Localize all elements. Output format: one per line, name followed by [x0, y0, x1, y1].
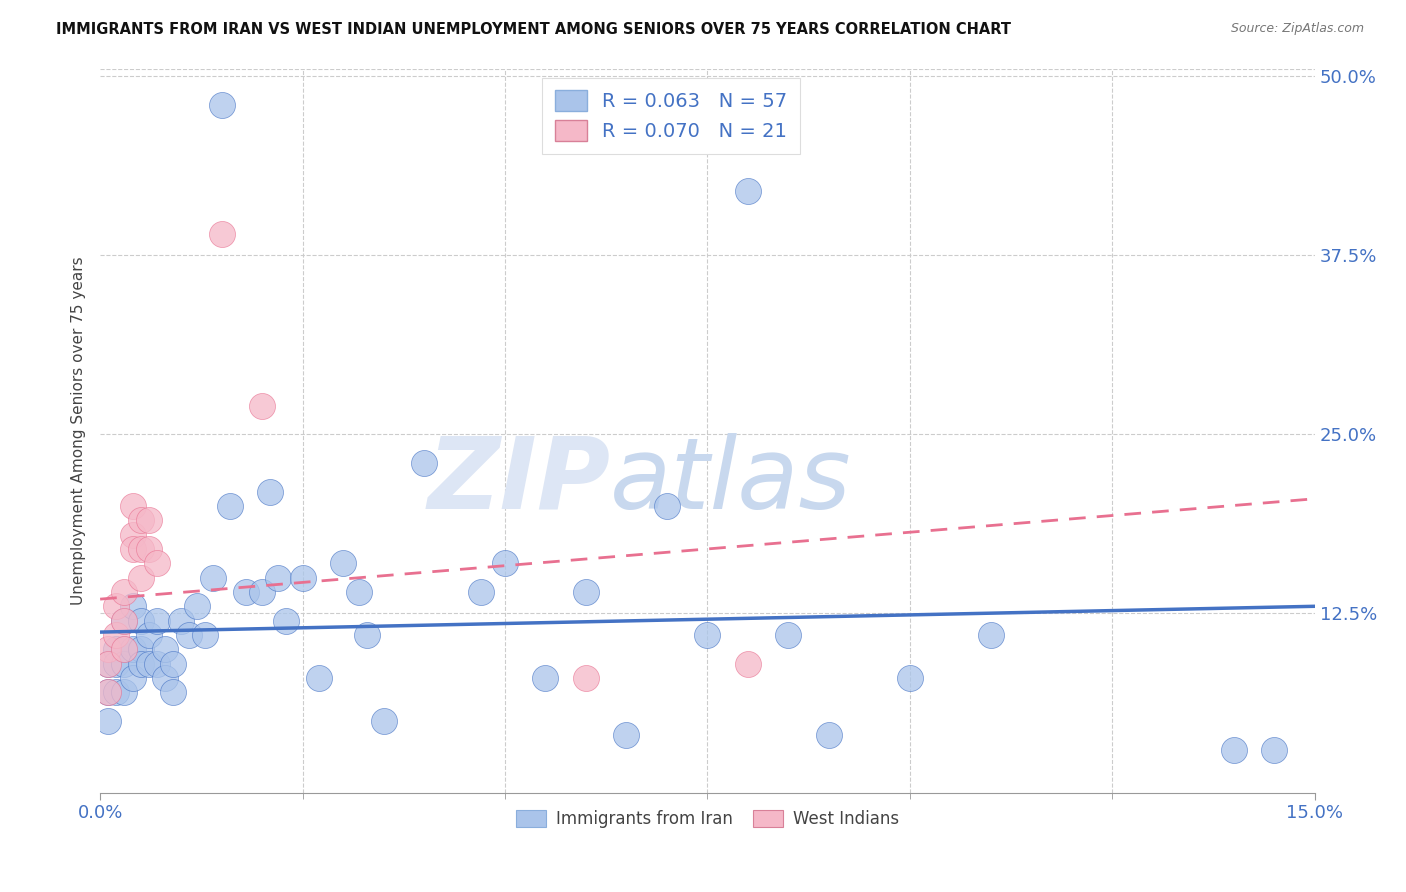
Legend: Immigrants from Iran, West Indians: Immigrants from Iran, West Indians [509, 804, 905, 835]
Point [105, 657, 128, 671]
Point [162, 685, 184, 699]
Point [97, 657, 120, 671]
Point [121, 642, 143, 657]
Point [129, 571, 152, 585]
Point [818, 728, 841, 742]
Point [170, 614, 193, 628]
Point [1222, 742, 1244, 756]
Point [575, 671, 598, 685]
Y-axis label: Unemployment Among Seniors over 75 years: Unemployment Among Seniors over 75 years [72, 256, 86, 605]
Point [534, 671, 557, 685]
Point [112, 614, 135, 628]
Text: atlas: atlas [610, 433, 852, 530]
Point [112, 585, 135, 599]
Point [121, 499, 143, 513]
Point [121, 527, 143, 541]
Point [97, 714, 120, 728]
Point [211, 97, 233, 112]
Point [97, 657, 120, 671]
Point [112, 614, 135, 628]
Point [129, 541, 152, 556]
Point [250, 585, 273, 599]
Point [138, 541, 160, 556]
Point [194, 628, 217, 642]
Point [655, 499, 678, 513]
Point [112, 685, 135, 699]
Point [146, 657, 169, 671]
Point [105, 628, 128, 642]
Point [332, 556, 354, 570]
Point [202, 571, 225, 585]
Text: ZIP: ZIP [427, 433, 610, 530]
Point [250, 399, 273, 413]
Point [112, 642, 135, 657]
Point [105, 599, 128, 614]
Point [1263, 742, 1285, 756]
Text: Source: ZipAtlas.com: Source: ZipAtlas.com [1230, 22, 1364, 36]
Point [218, 499, 240, 513]
Point [129, 614, 152, 628]
Point [121, 599, 143, 614]
Point [308, 671, 330, 685]
Point [575, 585, 598, 599]
Point [153, 671, 176, 685]
Point [235, 585, 257, 599]
Point [737, 184, 759, 198]
Point [259, 484, 281, 499]
Point [138, 657, 160, 671]
Point [980, 628, 1002, 642]
Point [138, 513, 160, 527]
Point [146, 556, 169, 570]
Point [898, 671, 921, 685]
Point [97, 685, 120, 699]
Point [494, 556, 516, 570]
Point [138, 628, 160, 642]
Point [97, 642, 120, 657]
Point [470, 585, 492, 599]
Point [186, 599, 208, 614]
Point [778, 628, 800, 642]
Point [146, 614, 169, 628]
Point [153, 642, 176, 657]
Point [112, 657, 135, 671]
Point [413, 456, 436, 470]
Point [276, 614, 298, 628]
Text: IMMIGRANTS FROM IRAN VS WEST INDIAN UNEMPLOYMENT AMONG SENIORS OVER 75 YEARS COR: IMMIGRANTS FROM IRAN VS WEST INDIAN UNEM… [56, 22, 1011, 37]
Point [267, 571, 290, 585]
Point [121, 671, 143, 685]
Point [129, 513, 152, 527]
Point [696, 628, 718, 642]
Point [112, 642, 135, 657]
Point [616, 728, 638, 742]
Point [105, 685, 128, 699]
Point [356, 628, 378, 642]
Point [105, 642, 128, 657]
Point [349, 585, 371, 599]
Point [121, 541, 143, 556]
Point [737, 657, 759, 671]
Point [211, 227, 233, 241]
Point [162, 657, 184, 671]
Point [129, 657, 152, 671]
Point [97, 685, 120, 699]
Point [129, 642, 152, 657]
Point [179, 628, 201, 642]
Point [291, 571, 314, 585]
Point [373, 714, 395, 728]
